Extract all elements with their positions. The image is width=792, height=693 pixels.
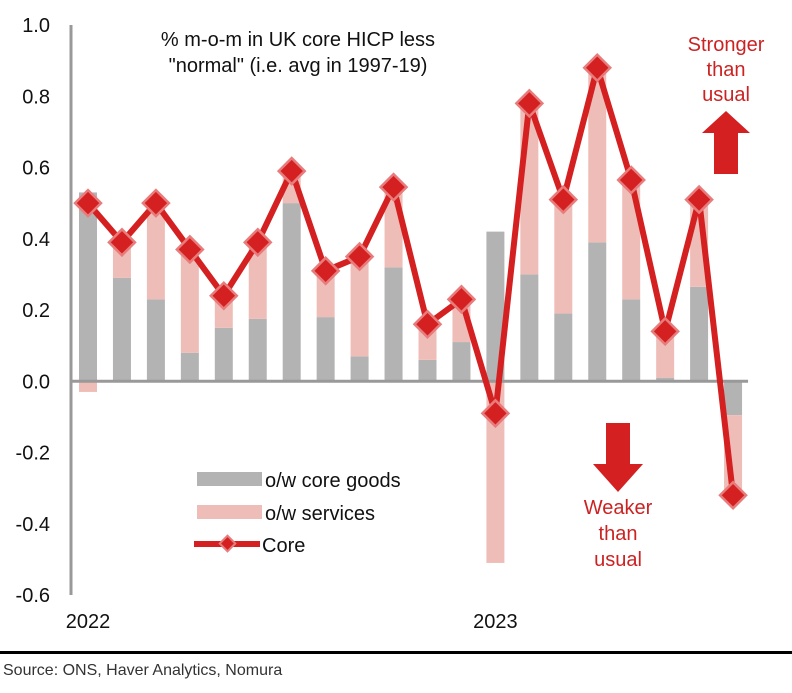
y-tick-label: 0.6 <box>22 158 50 180</box>
core-marker <box>378 172 409 202</box>
source-divider <box>0 651 792 654</box>
bar-core-goods <box>520 274 539 382</box>
bar-core-goods <box>112 277 131 382</box>
legend-label-core-goods: o/w core goods <box>265 470 401 492</box>
annotation-stronger-line-3: usual <box>702 84 750 106</box>
core-marker <box>73 188 103 218</box>
legend-swatch-core-goods <box>197 472 262 486</box>
legend: o/w core goods o/w services Core <box>194 470 401 557</box>
core-marker <box>446 284 477 315</box>
bar-core-goods <box>384 267 403 382</box>
bar-services <box>180 249 199 353</box>
bar-core-goods <box>316 317 335 382</box>
bar-core-goods <box>146 299 165 382</box>
core-marker <box>175 234 205 265</box>
core-marker <box>616 165 646 195</box>
core-marker <box>548 184 579 215</box>
y-tick-label: 0.0 <box>22 371 50 393</box>
legend-label-services: o/w services <box>265 503 375 525</box>
y-tick-label: 1.0 <box>22 15 50 37</box>
bar-services <box>554 199 573 314</box>
core-marker <box>582 52 613 83</box>
bar-core-goods <box>656 377 675 382</box>
chart-title-line-1: % m-o-m in UK core HICP less <box>161 29 435 51</box>
core-marker <box>718 480 748 511</box>
arrow-down-icon <box>593 423 643 492</box>
bar-core-goods <box>418 359 437 382</box>
legend-label-core: Core <box>262 535 305 557</box>
bar-core-goods <box>282 203 301 382</box>
chart: 1.00.80.60.40.20.0-0.2-0.4-0.6 2022 2023 … <box>16 15 765 633</box>
bar-services <box>486 381 505 563</box>
core-line-layer <box>73 52 748 511</box>
core-marker <box>141 188 171 218</box>
annotation-weaker-line-3: usual <box>594 549 642 571</box>
x-tick-label: 2023 <box>473 611 518 633</box>
y-tick-label: -0.4 <box>16 514 50 536</box>
bar-core-goods <box>724 381 743 416</box>
bar-core-goods <box>690 286 709 382</box>
bar-core-goods <box>180 352 199 382</box>
y-tick-label: 0.4 <box>22 229 50 251</box>
bar-core-goods <box>486 231 505 382</box>
bar-services <box>350 256 369 357</box>
y-tick-labels: 1.0 0.8 0.6 0.4 0.2 0.0 -0.2 -0.4 -0.6 <box>16 15 50 607</box>
core-marker <box>310 256 341 286</box>
annotation-weaker-line-2: than <box>599 523 638 545</box>
source-note: Source: ONS, Haver Analytics, Nomura <box>3 662 283 679</box>
core-marker <box>480 398 511 429</box>
bar-services <box>656 331 675 378</box>
core-marker <box>344 241 375 272</box>
bar-core-goods <box>350 356 369 382</box>
annotation-stronger: Stronger than usual <box>688 34 765 174</box>
annotation-weaker-line-1: Weaker <box>584 497 653 519</box>
y-tick-label: 0.2 <box>22 300 50 322</box>
core-marker <box>514 88 545 119</box>
core-marker <box>107 227 137 258</box>
bar-core-goods <box>554 313 573 382</box>
y-tick-label: -0.6 <box>16 585 50 607</box>
core-marker <box>276 156 307 186</box>
bar-core-goods <box>588 242 607 382</box>
chart-title-line-2: "normal" (i.e. avg in 1997-19) <box>169 55 428 77</box>
bar-services <box>316 270 335 318</box>
core-marker <box>650 316 680 347</box>
core-marker <box>412 309 443 340</box>
arrow-up-icon <box>702 111 750 174</box>
x-tick-label: 2022 <box>66 611 111 633</box>
bar-core-goods <box>622 299 641 382</box>
core-marker <box>242 227 273 258</box>
bar-services <box>248 242 267 319</box>
annotation-stronger-line-1: Stronger <box>688 34 765 56</box>
annotation-weaker: Weaker than usual <box>584 423 653 571</box>
bar-core-goods <box>248 318 267 382</box>
annotation-stronger-line-2: than <box>707 59 746 81</box>
chart-title: % m-o-m in UK core HICP less "normal" (i… <box>161 29 435 77</box>
legend-swatch-core-marker <box>218 534 237 553</box>
core-marker <box>684 184 714 215</box>
bar-services <box>146 203 165 300</box>
core-marker <box>209 280 239 311</box>
bars-layer <box>79 67 743 563</box>
bar-services <box>79 381 97 392</box>
x-tick-labels: 2022 2023 <box>66 611 518 633</box>
bar-core-goods <box>79 192 97 382</box>
legend-swatch-services <box>197 505 262 519</box>
y-tick-label: -0.2 <box>16 443 50 465</box>
bar-core-goods <box>214 327 233 382</box>
bar-services <box>588 67 607 243</box>
y-tick-label: 0.8 <box>22 86 50 108</box>
bar-core-goods <box>452 342 471 382</box>
